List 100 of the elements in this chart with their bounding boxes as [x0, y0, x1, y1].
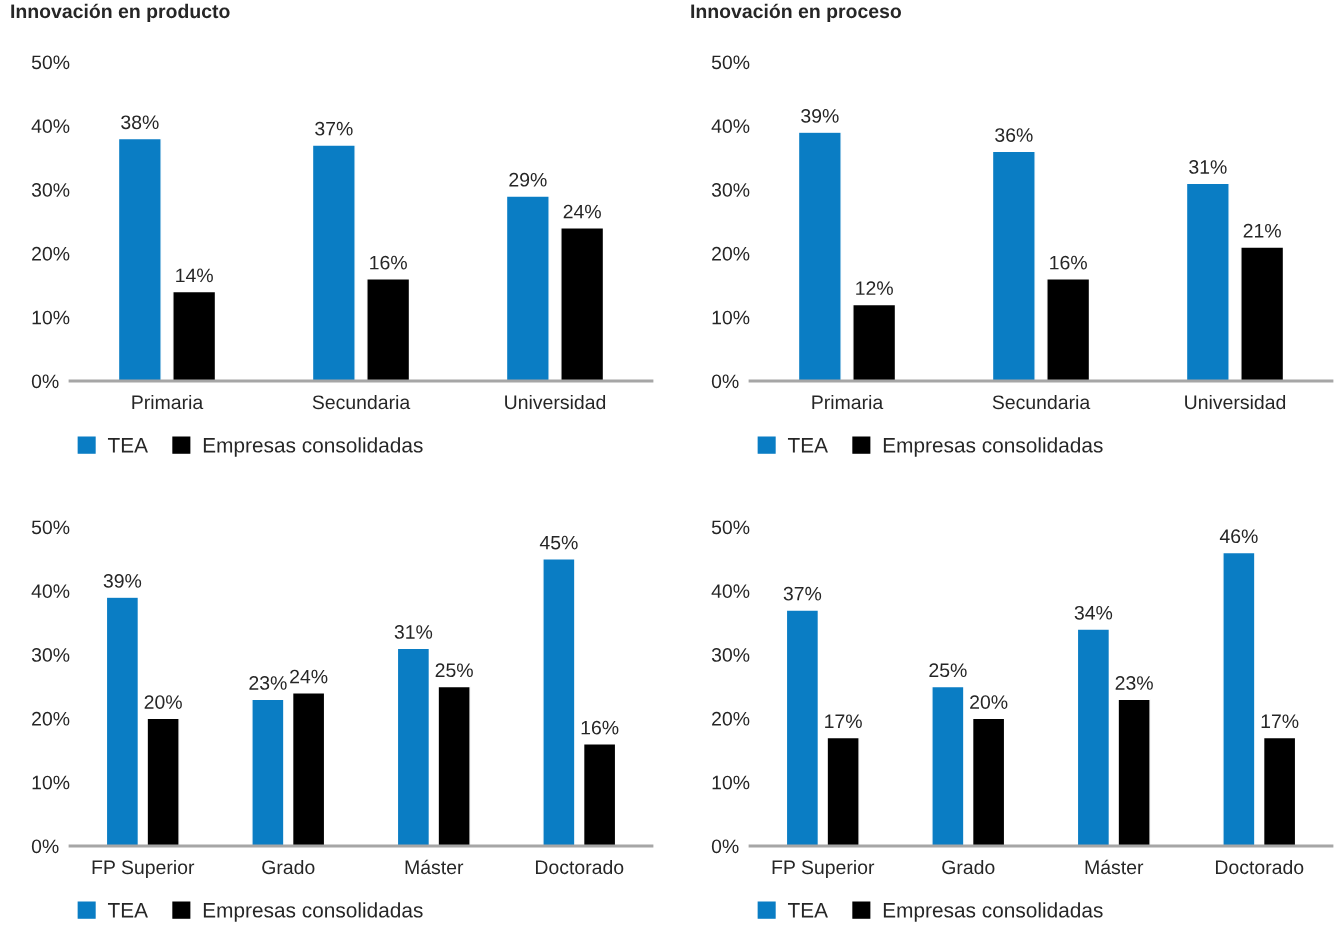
bar	[117, 137, 162, 381]
y-tick-label: 50%	[711, 520, 750, 535]
x-tick-label: Universidad	[1185, 394, 1286, 410]
y-tick-label: 30%	[711, 648, 750, 662]
legend-label: TEA	[787, 903, 828, 918]
y-tick-label: 0%	[711, 374, 739, 389]
y-tick-label: 40%	[31, 584, 70, 599]
bar	[785, 609, 820, 846]
x-tick-label: FP Superior	[772, 859, 875, 879]
bar	[542, 558, 576, 846]
y-tick-label: 0%	[31, 839, 59, 854]
x-tick-label: Máster	[1085, 859, 1144, 875]
bar	[797, 131, 842, 381]
bar	[1222, 551, 1256, 846]
data-label: 12%	[856, 281, 893, 295]
y-tick-label: 40%	[711, 119, 750, 134]
data-label: 29%	[509, 172, 547, 187]
x-tick-label: Universidad	[505, 394, 606, 410]
x-tick-label: Doctorado	[535, 859, 624, 875]
bar	[971, 717, 1006, 846]
bar	[505, 195, 550, 381]
x-tick-label: Primaria	[132, 394, 204, 410]
data-label: 17%	[1261, 714, 1299, 729]
data-label: 16%	[370, 255, 407, 270]
y-tick-label: 30%	[31, 648, 70, 662]
bar	[931, 685, 965, 846]
y-tick-label: 30%	[31, 183, 70, 197]
bar	[852, 303, 897, 381]
data-label: 37%	[315, 121, 353, 136]
legend-label: TEA	[787, 438, 828, 453]
legend-label: TEA	[107, 903, 148, 918]
legend-label: TEA	[107, 438, 148, 453]
y-tick-label: 20%	[32, 711, 70, 726]
y-tick-label: 40%	[31, 119, 70, 134]
data-label: 36%	[995, 128, 1033, 142]
y-tick-label: 20%	[32, 246, 70, 261]
data-label: 25%	[435, 663, 473, 678]
bar	[1185, 182, 1230, 381]
chart-title: Innovación en proceso	[691, 3, 902, 22]
y-tick-label: 20%	[712, 711, 750, 726]
x-tick-label: Secundaria	[312, 394, 411, 410]
y-tick-label: 20%	[712, 246, 750, 261]
data-label: 39%	[103, 574, 142, 588]
y-tick-label: 50%	[31, 520, 70, 535]
data-label: 34%	[1074, 605, 1113, 620]
bar	[1240, 246, 1285, 381]
data-label: 31%	[394, 625, 433, 639]
y-tick-label: 10%	[32, 775, 70, 790]
y-tick-label: 10%	[712, 775, 750, 790]
x-tick-label: Primaria	[812, 394, 884, 410]
bar	[366, 278, 411, 381]
bar	[251, 698, 285, 846]
legend-label: Empresas consolidadas	[203, 437, 423, 457]
y-tick-label: 50%	[31, 55, 70, 70]
x-tick-label: Grado	[942, 859, 995, 875]
x-tick-label: FP Superior	[92, 859, 195, 879]
data-label: 16%	[1050, 255, 1087, 270]
bar	[1046, 278, 1091, 381]
x-tick-label: Doctorado	[1215, 859, 1304, 875]
bar	[396, 647, 431, 846]
data-label: 20%	[970, 695, 1008, 709]
bar	[437, 685, 471, 846]
bar	[172, 290, 217, 381]
y-tick-label: 0%	[31, 374, 59, 389]
data-label: 45%	[539, 535, 578, 550]
bar	[991, 150, 1036, 381]
data-label: 20%	[144, 695, 182, 709]
data-label: 23%	[249, 676, 287, 690]
legend-label: Empresas consolidadas	[883, 902, 1103, 922]
data-label: 39%	[801, 109, 839, 123]
data-label: 24%	[563, 204, 601, 219]
bar	[105, 596, 140, 846]
data-label: 24%	[290, 669, 328, 684]
data-label: 16%	[581, 720, 619, 735]
data-label: 37%	[783, 586, 822, 601]
y-tick-label: 50%	[711, 55, 750, 70]
data-label: 23%	[1115, 676, 1153, 690]
data-label: 38%	[121, 115, 159, 130]
x-tick-label: Secundaria	[992, 394, 1091, 410]
data-label: 46%	[1219, 529, 1258, 544]
data-label: 31%	[1189, 160, 1227, 174]
chart-title: Innovación en producto	[11, 3, 230, 22]
bar	[826, 736, 860, 846]
data-label: 25%	[929, 663, 967, 678]
bar	[291, 692, 326, 846]
y-tick-label: 10%	[712, 310, 750, 325]
legend-label: Empresas consolidadas	[883, 437, 1103, 457]
bar	[582, 743, 617, 846]
bar	[146, 717, 180, 846]
legend-label: Empresas consolidadas	[203, 902, 423, 922]
data-label: 14%	[176, 268, 213, 283]
bar	[1117, 698, 1151, 846]
y-tick-label: 10%	[32, 310, 70, 325]
y-tick-label: 40%	[711, 584, 750, 599]
x-tick-label: Grado	[262, 859, 315, 875]
x-tick-label: Máster	[405, 859, 464, 875]
bar	[1076, 628, 1111, 846]
y-tick-label: 0%	[711, 839, 739, 854]
bar	[1262, 736, 1297, 846]
y-tick-label: 30%	[711, 183, 750, 197]
